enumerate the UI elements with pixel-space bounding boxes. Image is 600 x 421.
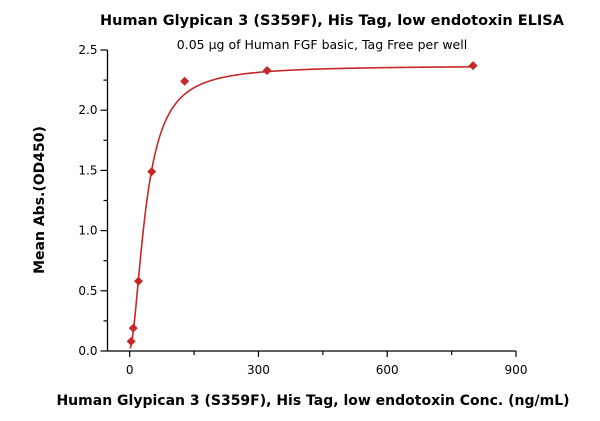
- x-tick-label: 900: [505, 363, 528, 377]
- data-point: [180, 76, 190, 86]
- y-tick-label: 2.0: [78, 103, 97, 117]
- y-tick-label: 1.0: [78, 224, 97, 238]
- y-tick-label: 0.0: [78, 344, 97, 358]
- y-tick-label: 2.5: [78, 43, 97, 57]
- data-point: [262, 65, 272, 75]
- y-tick-label: 0.5: [78, 284, 97, 298]
- fit-curve: [129, 66, 474, 349]
- y-tick-label: 1.5: [78, 163, 97, 177]
- y-axis-label: Mean Abs.(OD450): [32, 126, 48, 274]
- chart-title: Human Glypican 3 (S359F), His Tag, low e…: [100, 13, 565, 29]
- axes: 0 300 600 900 0.0 0.5 1.0 1.5 2.0 2.5: [78, 43, 527, 377]
- data-point: [133, 276, 143, 286]
- x-tick-label: 0: [126, 363, 134, 377]
- x-tick-label: 600: [376, 363, 399, 377]
- data-point: [128, 323, 138, 333]
- chart-subtitle: 0.05 μg of Human FGF basic, Tag Free per…: [177, 37, 467, 52]
- data-point: [147, 167, 157, 177]
- data-points: [126, 61, 478, 346]
- x-tick-label: 300: [247, 363, 270, 377]
- x-axis-label: Human Glypican 3 (S359F), His Tag, low e…: [56, 393, 569, 409]
- data-point: [126, 336, 136, 346]
- data-point: [468, 61, 478, 71]
